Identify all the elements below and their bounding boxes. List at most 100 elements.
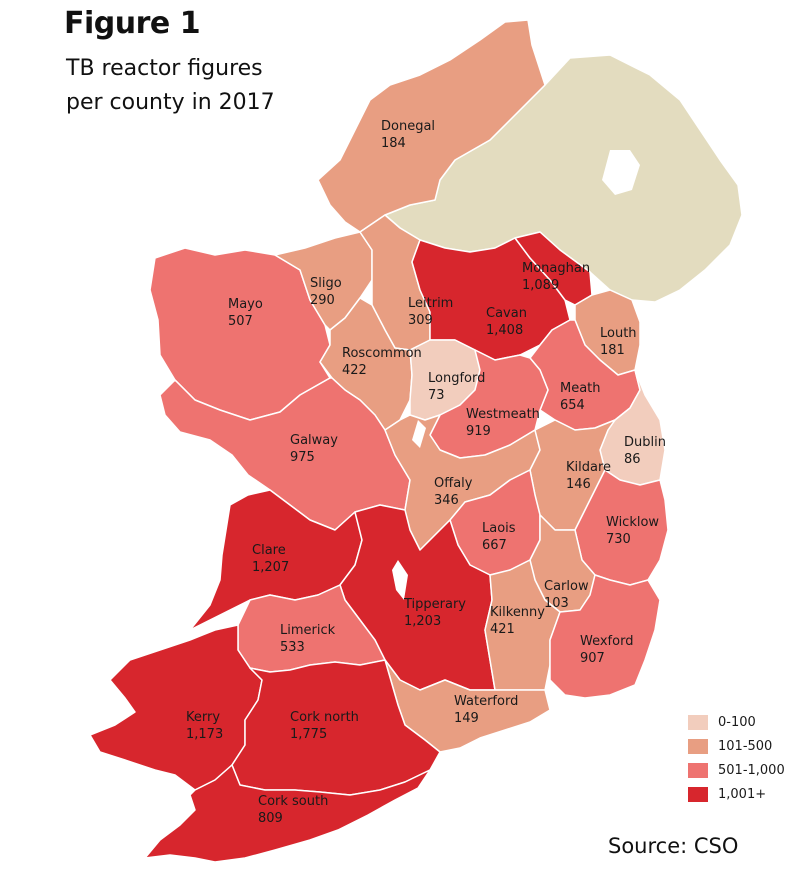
county-value-carlow: 103 [544, 596, 569, 611]
county-name-carlow: Carlow [544, 579, 589, 594]
county-label-donegal: Donegal 184 [381, 119, 435, 151]
county-name-westmeath: Westmeath [466, 407, 540, 422]
lough-derg-shape [392, 560, 408, 600]
map-title-line-1: TB reactor figures [66, 56, 263, 81]
county-name-donegal: Donegal [381, 119, 435, 134]
county-value-westmeath: 919 [466, 424, 491, 439]
county-label-limerick: Limerick 533 [280, 623, 336, 655]
county-value-cork-south: 809 [258, 811, 283, 826]
legend-swatch-0-100 [688, 714, 708, 730]
legend-item-101-500: 101-500 [688, 734, 785, 758]
county-value-clare: 1,207 [252, 560, 289, 575]
county-value-limerick: 533 [280, 640, 305, 655]
county-value-cork-north: 1,775 [290, 727, 327, 742]
county-name-tipperary: Tipperary [403, 597, 466, 612]
legend-label-101-500: 101-500 [718, 738, 773, 754]
county-value-leitrim: 309 [408, 313, 433, 328]
county-name-kilkenny: Kilkenny [490, 605, 545, 620]
county-value-dublin: 86 [624, 452, 641, 467]
county-name-roscommon: Roscommon [342, 346, 422, 361]
county-value-donegal: 184 [381, 136, 406, 151]
county-value-waterford: 149 [454, 711, 479, 726]
map-legend: 0-100 101-500 501-1,000 1,001+ [688, 710, 785, 806]
county-label-monaghan: Monaghan 1,089 [522, 261, 590, 293]
county-label-clare: Clare 1,207 [252, 543, 289, 575]
lough-neagh-shape [602, 150, 640, 195]
county-label-longford: Longford 73 [428, 371, 485, 403]
county-name-mayo: Mayo [228, 297, 263, 312]
legend-label-1001-plus: 1,001+ [718, 786, 767, 802]
county-label-louth: Louth 181 [600, 326, 637, 358]
county-wexford[interactable] [549, 574, 661, 699]
county-name-wexford: Wexford [580, 634, 633, 649]
county-name-galway: Galway [290, 433, 338, 448]
county-name-clare: Clare [252, 543, 286, 558]
county-name-cork-south: Cork south [258, 794, 328, 809]
county-cork-south[interactable] [144, 764, 431, 863]
county-name-louth: Louth [600, 326, 637, 341]
county-value-kildare: 146 [566, 477, 591, 492]
county-label-offaly: Offaly 346 [434, 476, 473, 508]
county-label-galway: Galway 975 [290, 433, 338, 465]
county-name-limerick: Limerick [280, 623, 336, 638]
county-label-mayo: Mayo 507 [228, 297, 263, 329]
county-name-laois: Laois [482, 521, 516, 536]
legend-item-1001-plus: 1,001+ [688, 782, 785, 806]
county-value-mayo: 507 [228, 314, 253, 329]
county-label-cavan: Cavan 1,408 [486, 306, 527, 338]
county-name-dublin: Dublin [624, 435, 666, 450]
legend-label-501-1000: 501-1,000 [718, 762, 785, 778]
county-label-wexford: Wexford 907 [580, 634, 633, 666]
county-roscommon[interactable] [319, 297, 413, 431]
county-value-longford: 73 [428, 388, 445, 403]
county-value-kerry: 1,173 [186, 727, 223, 742]
county-name-leitrim: Leitrim [408, 296, 453, 311]
county-value-laois: 667 [482, 538, 507, 553]
county-label-roscommon: Roscommon 422 [342, 346, 422, 378]
county-label-kerry: Kerry 1,173 [186, 710, 223, 742]
county-value-kilkenny: 421 [490, 622, 515, 637]
county-value-offaly: 346 [434, 493, 459, 508]
county-value-tipperary: 1,203 [404, 614, 441, 629]
county-label-dublin: Dublin 86 [624, 435, 666, 467]
county-value-roscommon: 422 [342, 363, 367, 378]
county-name-waterford: Waterford [454, 694, 518, 709]
county-label-kildare: Kildare 146 [566, 460, 611, 492]
legend-item-0-100: 0-100 [688, 710, 785, 734]
county-value-monaghan: 1,089 [522, 278, 559, 293]
legend-swatch-1001-plus [688, 786, 708, 802]
county-value-galway: 975 [290, 450, 315, 465]
county-label-kilkenny: Kilkenny 421 [490, 605, 545, 637]
county-label-wicklow: Wicklow 730 [606, 515, 659, 547]
county-name-kildare: Kildare [566, 460, 611, 475]
map-title-line-2: per county in 2017 [66, 90, 275, 115]
county-value-louth: 181 [600, 343, 625, 358]
legend-label-0-100: 0-100 [718, 714, 756, 730]
county-label-carlow: Carlow 103 [544, 579, 589, 611]
county-name-offaly: Offaly [434, 476, 473, 491]
county-label-cork-south: Cork south 809 [258, 794, 328, 826]
county-label-leitrim: Leitrim 309 [408, 296, 453, 328]
county-name-cavan: Cavan [486, 306, 527, 321]
legend-swatch-101-500 [688, 738, 708, 754]
county-name-monaghan: Monaghan [522, 261, 590, 276]
county-value-wexford: 907 [580, 651, 605, 666]
county-name-sligo: Sligo [310, 276, 342, 291]
figure-label: Figure 1 [64, 6, 201, 41]
county-label-waterford: Waterford 149 [454, 694, 518, 726]
county-label-cork-north: Cork north 1,775 [290, 710, 359, 742]
county-name-wicklow: Wicklow [606, 515, 659, 530]
legend-swatch-501-1000 [688, 762, 708, 778]
legend-item-501-1000: 501-1,000 [688, 758, 785, 782]
county-value-sligo: 290 [310, 293, 335, 308]
county-label-sligo: Sligo 290 [310, 276, 342, 308]
county-name-longford: Longford [428, 371, 485, 386]
lough-ree-shape [412, 420, 426, 448]
county-label-laois: Laois 667 [482, 521, 516, 553]
county-name-kerry: Kerry [186, 710, 220, 725]
county-label-meath: Meath 654 [560, 381, 601, 413]
county-value-wicklow: 730 [606, 532, 631, 547]
county-value-meath: 654 [560, 398, 585, 413]
county-name-cork-north: Cork north [290, 710, 359, 725]
